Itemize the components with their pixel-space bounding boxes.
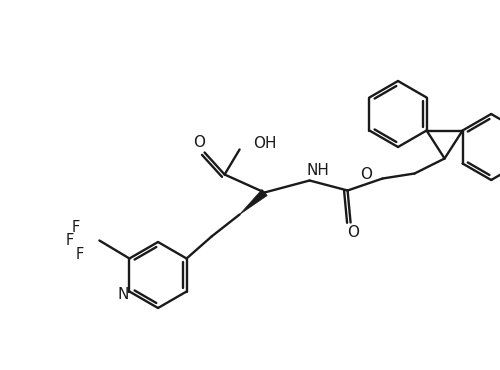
Text: N: N xyxy=(118,287,129,302)
Text: O: O xyxy=(348,225,360,240)
Text: O: O xyxy=(360,167,372,182)
Text: F: F xyxy=(72,220,80,235)
Text: NH: NH xyxy=(306,163,329,178)
Polygon shape xyxy=(240,189,267,215)
Text: OH: OH xyxy=(254,136,277,151)
Text: F: F xyxy=(66,233,74,248)
Text: F: F xyxy=(76,247,84,262)
Text: O: O xyxy=(194,135,205,150)
